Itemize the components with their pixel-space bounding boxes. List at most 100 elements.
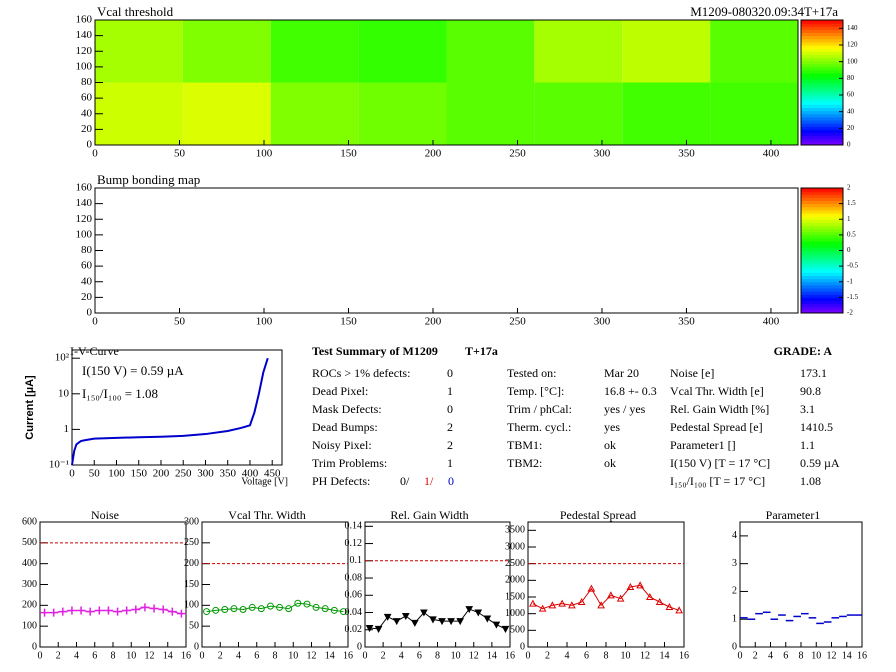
marker <box>587 584 596 592</box>
x-tick-label: 6 <box>417 650 422 661</box>
y-tick-label: 600 <box>22 516 37 527</box>
x-tick-label: 2 <box>381 650 386 661</box>
y-tick-label: 0.08 <box>345 572 363 583</box>
heatmap-cell <box>182 82 271 145</box>
x-tick-label: 200 <box>425 148 442 160</box>
color-scale-segment <box>801 203 843 208</box>
y-tick-label: 0 <box>194 641 199 652</box>
summary-label: Dead Bumps: <box>312 420 378 434</box>
color-scale-segment <box>801 209 843 214</box>
y-tick-label: 160 <box>76 14 93 26</box>
summary-value: 0 <box>448 474 454 488</box>
marker <box>167 607 177 616</box>
y-tick-label: 100 <box>76 60 93 72</box>
summary-label: Noise [e] <box>670 366 714 380</box>
z-tick-label: 40 <box>847 107 855 115</box>
x-tick-label: 50 <box>89 468 101 480</box>
summary-label: Temp. [°C]: <box>507 384 564 398</box>
y-tick-label: 150 <box>184 579 199 590</box>
marker <box>158 605 168 614</box>
color-scale-segment <box>801 48 843 52</box>
color-scale-segment <box>801 306 843 311</box>
x-tick-label: 250 <box>175 468 192 480</box>
x-tick-label: 8 <box>799 650 804 661</box>
y-tick-label: 20 <box>81 123 93 135</box>
color-scale-segment <box>801 197 843 201</box>
x-tick-label: 14 <box>487 650 497 661</box>
marker <box>303 600 311 608</box>
y-tick-label: 3 <box>732 558 737 569</box>
marker <box>140 603 150 612</box>
marker <box>76 606 86 615</box>
color-scale-segment <box>801 32 843 37</box>
heatmap-cell <box>710 20 798 83</box>
z-tick-label: 80 <box>847 74 855 82</box>
color-scale-segment <box>801 303 843 308</box>
color-scale-segment <box>801 141 843 146</box>
x-tick-label: 0 <box>38 650 43 661</box>
z-tick-label: -0.5 <box>847 262 859 270</box>
z-tick-label: -2 <box>847 309 853 317</box>
marker <box>230 605 238 613</box>
marker <box>58 607 68 616</box>
z-tick-label: 100 <box>847 57 858 65</box>
color-scale-segment <box>801 126 843 130</box>
y-tick-label: 0.14 <box>345 521 363 532</box>
y-tick-label: 140 <box>76 29 93 41</box>
x-tick-label: 6 <box>254 650 259 661</box>
marker <box>40 608 50 617</box>
summary-label: Noisy Pixel: <box>312 438 372 452</box>
color-scale-segment <box>801 250 843 255</box>
x-tick-label: 8 <box>604 650 609 661</box>
summary-label: Dead Pixel: <box>312 384 368 398</box>
heatmap-cell <box>270 20 359 83</box>
marker <box>492 621 501 629</box>
color-scale-segment <box>801 294 843 298</box>
color-scale-segment <box>801 213 843 217</box>
summary-value: 1/ <box>424 474 434 488</box>
x-tick-label: 0 <box>363 650 368 661</box>
y-tick-label: 100 <box>76 228 93 240</box>
x-tick-label: 16 <box>343 650 353 661</box>
annotation: I₁₅₀/I₁₀₀ = 1.08 <box>82 386 158 401</box>
color-scale-segment <box>801 269 843 273</box>
color-scale-segment <box>801 309 843 314</box>
summary-value: Mar 20 <box>604 366 639 380</box>
marker <box>392 618 401 626</box>
y-tick-label: 0.12 <box>345 538 363 549</box>
marker <box>597 601 605 609</box>
color-scale-segment <box>801 291 843 295</box>
x-tick-label: 16 <box>857 650 867 661</box>
x-tick-label: 0 <box>200 650 205 661</box>
z-tick-label: -1.5 <box>847 293 859 301</box>
color-scale-segment <box>801 26 843 30</box>
color-scale-segment <box>801 272 843 276</box>
marker <box>339 608 347 616</box>
y-tick-label: 80 <box>81 244 93 256</box>
y-tick-label: 500 <box>22 537 37 548</box>
z-tick-label: 120 <box>847 41 858 49</box>
y-tick-label: 40 <box>81 107 93 119</box>
marker <box>456 618 464 626</box>
y-tick-label: 0.04 <box>345 607 363 618</box>
x-tick-label: 12 <box>469 650 479 661</box>
x-tick-label: 0 <box>738 650 743 661</box>
iv-curve <box>71 357 269 466</box>
y-tick-label: 120 <box>76 45 93 57</box>
x-tick-label: 14 <box>842 650 852 661</box>
color-scale-segment <box>801 120 843 124</box>
x-tick-label: 12 <box>145 650 155 661</box>
marker <box>474 609 483 617</box>
marker <box>149 604 159 613</box>
color-scale-segment <box>801 234 843 239</box>
y-tick-label: 1500 <box>505 591 525 602</box>
color-scale-segment <box>801 253 843 258</box>
heatmap-cell <box>270 82 359 145</box>
summary-label: Trim / phCal: <box>507 402 572 416</box>
chart-subtitle: M1209-080320.09:34T+17a <box>690 4 838 19</box>
color-scale-segment <box>801 138 843 143</box>
marker <box>365 625 374 633</box>
y-tick-label: 1 <box>64 423 70 435</box>
x-tick-label: 10 <box>126 650 136 661</box>
y-tick-label: 60 <box>81 92 93 104</box>
